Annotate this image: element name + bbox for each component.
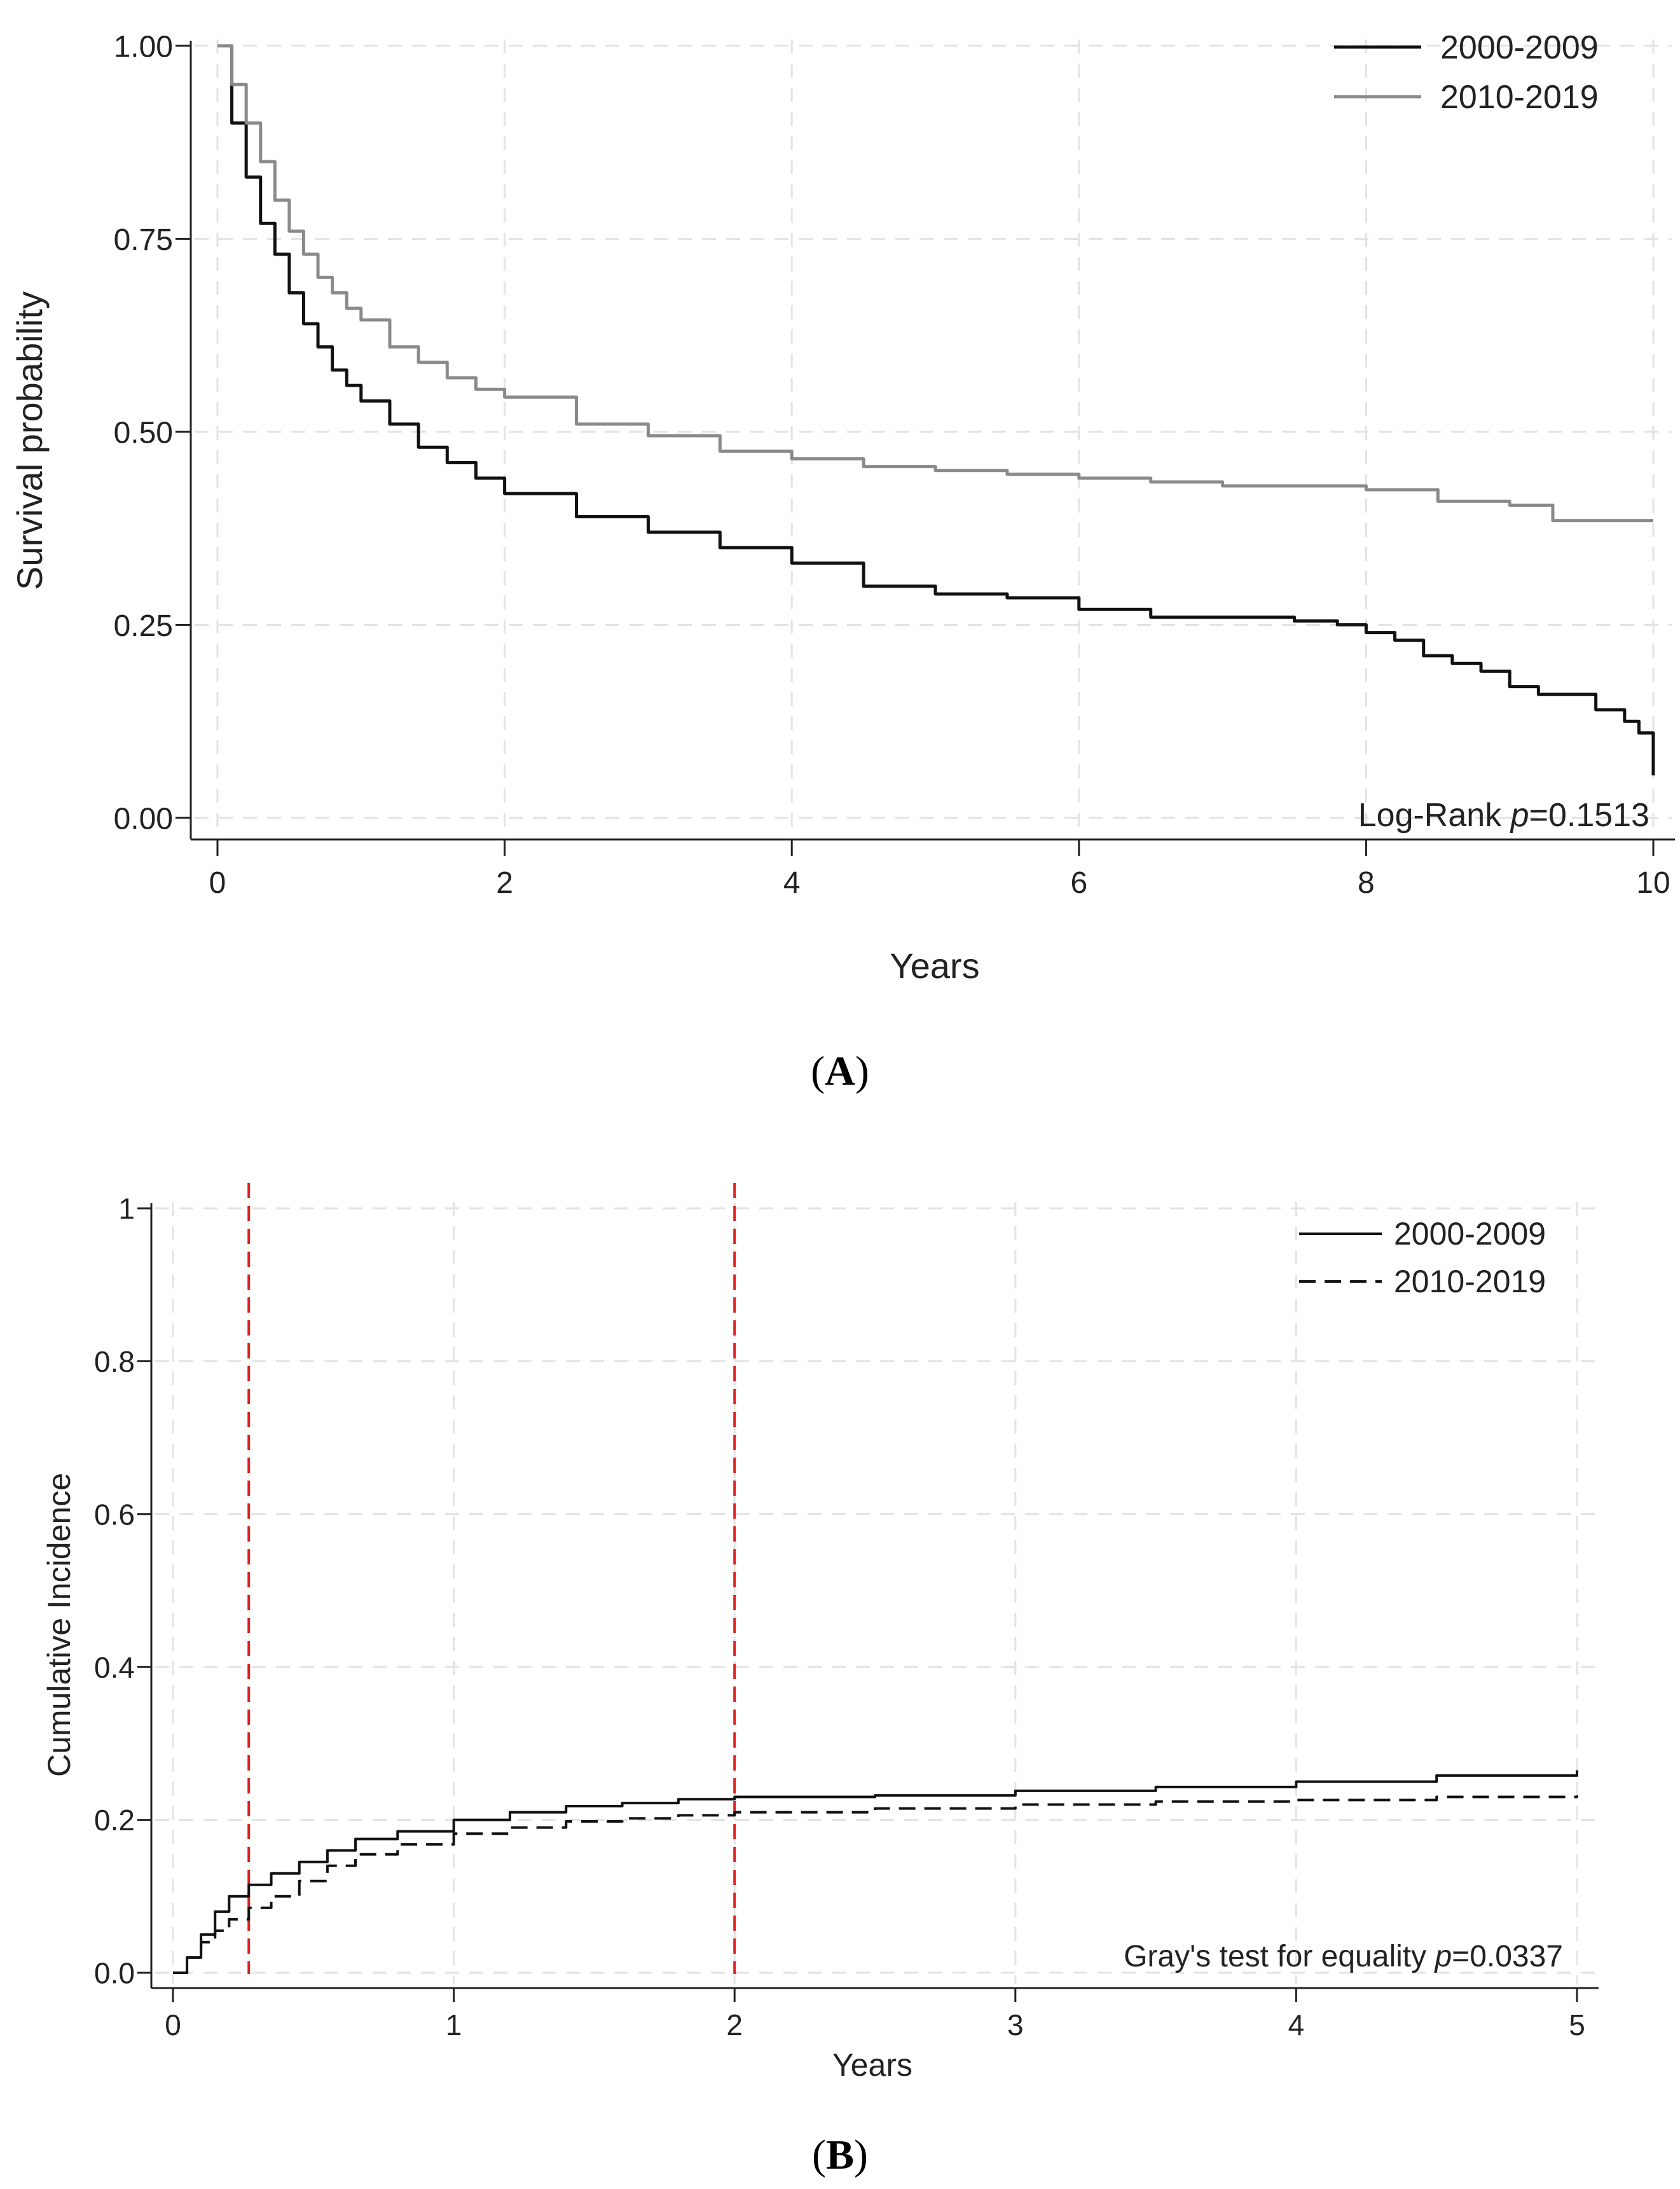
chart-b-gray-test-annotation: Gray's test for equality p=0.0337 [1124, 1940, 1563, 1973]
chart-b-x-tick-label-0: 0 [165, 2008, 181, 2041]
chart-b-y-tick-label-2: 0.4 [94, 1651, 135, 1684]
chart-a-grid [195, 39, 1672, 836]
chart-b-y-tick-label-5: 1 [118, 1192, 135, 1226]
chart-b-grid [155, 1202, 1596, 1984]
chart-b-legend: 2000-2009 2010-2019 [1299, 1216, 1546, 1299]
chart-b-x-tick-label-4: 4 [1288, 2008, 1305, 2041]
chart-a-logrank-value: =0.1513 [1529, 797, 1649, 834]
chart-a-panel-label: (A) [811, 1048, 869, 1094]
chart-a-series-2000-2009 [217, 44, 1655, 776]
chart-b-axes [150, 1203, 1599, 1989]
chart-a-y-axis-title: Survival probability [10, 291, 50, 590]
chart-b-gray-test-p: p [1433, 1940, 1452, 1973]
chart-a-x-tick-label-2: 4 [783, 866, 801, 900]
chart-a-x-axis-title: Years [890, 946, 979, 986]
chart-b-y-tick-label-3: 0.6 [94, 1498, 135, 1531]
chart-a-y-tick-label-0: 0.00 [114, 802, 173, 836]
chart-b-x-tick-label-2: 2 [726, 2008, 743, 2041]
chart-a-axes [189, 41, 1675, 841]
chart-a-x-tick-label-4: 8 [1358, 866, 1375, 900]
chart-b-x-tick-label-3: 3 [1007, 2008, 1024, 2041]
chart-b-x-tick-label-5: 5 [1569, 2008, 1585, 2041]
chart-b-legend-label-2000-2009: 2000-2009 [1394, 1216, 1546, 1252]
chart-a-legend: 2000-2009 2010-2019 [1334, 29, 1599, 116]
chart-a-x-tick-label-0: 0 [209, 866, 226, 900]
chart-b-series-2000-2009 [173, 1770, 1578, 1974]
chart-b-panel-label: (B) [812, 2132, 868, 2178]
chart-a-panel-letter: A [825, 1048, 855, 1094]
chart-a-x-tick-label-5: 10 [1636, 866, 1670, 900]
chart-a-ticks: 0.00 0.25 0.50 0.75 1.00 0 2 4 6 8 10 [114, 30, 1670, 900]
chart-b-gray-test-prefix: Gray's test for equality [1124, 1940, 1435, 1973]
chart-b-series [173, 1770, 1578, 1974]
chart-b-x-tick-label-1: 1 [446, 2008, 462, 2041]
chart-a-x-tick-label-3: 6 [1070, 866, 1087, 900]
chart-a-y-tick-label-4: 1.00 [114, 30, 173, 64]
chart-a-legend-label-2010-2019: 2010-2019 [1440, 79, 1599, 116]
chart-a-logrank-p: p [1510, 797, 1529, 834]
chart-a-series-2010-2019 [217, 44, 1653, 523]
chart-a-logrank-prefix: Log-Rank [1358, 797, 1511, 834]
chart-b-y-tick-label-0: 0.0 [94, 1957, 135, 1990]
chart-a-y-tick-label-3: 0.75 [114, 223, 173, 257]
chart-b-legend-label-2010-2019: 2010-2019 [1394, 1264, 1546, 1299]
chart-b-reference-lines [247, 1183, 736, 1974]
chart-b-y-tick-label-1: 0.2 [94, 1804, 135, 1837]
chart-b-panel-letter: B [826, 2132, 854, 2178]
chart-a: 0.00 0.25 0.50 0.75 1.00 0 2 4 6 8 10 Years Surviv… [10, 29, 1675, 1094]
chart-b: 0.0 0.2 0.4 0.6 0.8 1 0 1 2 3 4 5 Years Cumulative … [41, 1183, 1599, 2178]
chart-a-logrank-annotation: Log-Rank p=0.1513 [1358, 797, 1649, 834]
chart-b-x-axis-title: Years [832, 2047, 912, 2083]
chart-b-series-2010-2019 [173, 1795, 1578, 1974]
chart-a-series [217, 44, 1655, 776]
chart-a-legend-label-2000-2009: 2000-2009 [1440, 29, 1599, 66]
chart-b-ticks: 0.0 0.2 0.4 0.6 0.8 1 0 1 2 3 4 5 [94, 1192, 1585, 2041]
chart-a-y-tick-label-2: 0.50 [114, 416, 173, 450]
chart-b-gray-test-value: =0.0337 [1452, 1940, 1563, 1973]
chart-a-y-tick-label-1: 0.25 [114, 609, 173, 643]
chart-b-y-axis-title: Cumulative Incidence [41, 1473, 77, 1777]
chart-a-x-tick-label-1: 2 [496, 866, 513, 900]
chart-b-y-tick-label-4: 0.8 [94, 1345, 135, 1378]
